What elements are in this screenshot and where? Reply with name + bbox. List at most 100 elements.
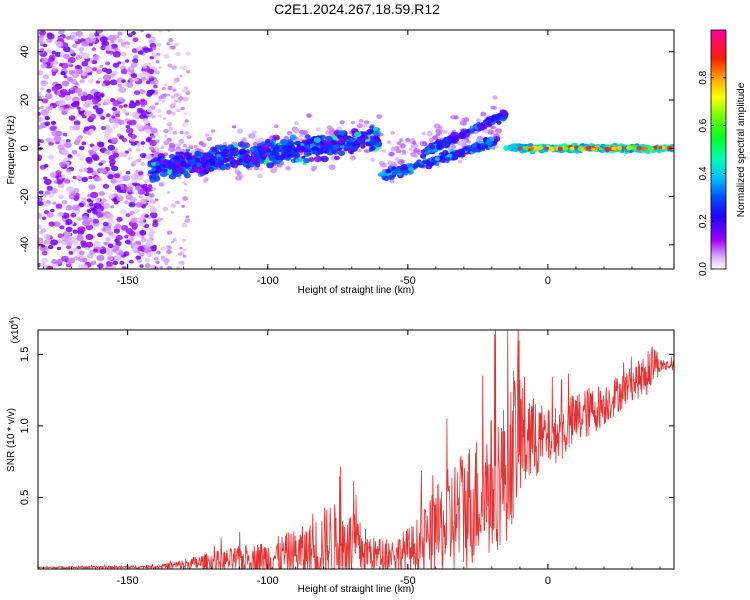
- spectrogram-dot: [465, 129, 470, 133]
- spectrogram-dot: [241, 144, 248, 150]
- spectrogram-dot: [105, 237, 111, 242]
- spectrogram-dot: [154, 70, 160, 75]
- spectrogram-dot: [162, 100, 166, 103]
- spectrogram-dot: [271, 166, 278, 172]
- spectrogram-dot: [163, 140, 170, 146]
- spectrogram-dot: [139, 230, 146, 236]
- spectrogram-dot: [113, 47, 118, 51]
- spectrogram-dot: [183, 189, 187, 192]
- spectrogram-dot: [454, 149, 460, 154]
- spectrogram-dot: [303, 157, 310, 164]
- spectrogram-dot: [64, 104, 70, 109]
- spectrogram-dot: [55, 203, 63, 209]
- spectrogram-dot: [38, 37, 44, 43]
- spectrogram-dot: [149, 205, 155, 210]
- spectrogram-dot: [477, 125, 484, 131]
- spectrogram-dot: [48, 221, 55, 227]
- spectrogram-dot: [292, 128, 300, 134]
- spectrogram-dot: [82, 91, 88, 96]
- spectrogram-dot: [178, 139, 185, 144]
- spectrogram-dot: [166, 249, 172, 255]
- spectrogram-dot: [235, 175, 243, 181]
- spectrogram-dot: [579, 146, 584, 150]
- spectrogram-dot: [494, 117, 500, 121]
- spectrogram-dot: [396, 141, 402, 146]
- spectrogram-dot: [85, 233, 94, 241]
- spectrogram-dot: [38, 225, 42, 229]
- spectrogram-dot: [159, 171, 168, 178]
- spectrogram-dot: [441, 138, 449, 144]
- spectrogram-dot: [480, 143, 485, 147]
- colorbar-label: Normalized spectral amplitude: [736, 82, 747, 217]
- spectrogram-dot: [266, 162, 274, 169]
- spectrogram-dot: [349, 151, 354, 155]
- spectrogram-dot: [75, 174, 81, 180]
- spectrogram-dot: [121, 266, 127, 269]
- spectrogram-dot: [105, 81, 110, 86]
- spectrogram-dot: [185, 91, 191, 95]
- spectrogram-dot: [175, 200, 181, 205]
- spectrogram-dot: [91, 154, 99, 160]
- spectrogram-dot: [501, 110, 508, 116]
- spectrogram-dot: [118, 86, 127, 94]
- spectrogram-dot: [85, 241, 94, 248]
- spectrogram-dot: [392, 171, 397, 176]
- snr-multiplier: (x104): [9, 317, 21, 344]
- spectrogram-dot: [301, 155, 306, 160]
- spectrogram-dots: [38, 30, 674, 269]
- spectrogram-dot: [81, 176, 89, 183]
- spectrogram-dot: [241, 137, 247, 142]
- spectrogram-dot: [151, 135, 156, 139]
- spectrogram-dot: [68, 115, 76, 121]
- colorbar-ticks: 0.0 0.2 0.4 0.6 0.8: [698, 70, 726, 276]
- spectrogram-dot: [163, 258, 170, 264]
- spectrogram-dot: [185, 146, 189, 150]
- spectrogram-dot: [319, 139, 327, 145]
- spectrogram-dot: [77, 226, 86, 233]
- spectrogram-dot: [486, 140, 493, 146]
- spectrogram-dot: [96, 103, 102, 107]
- spectrogram-dot: [81, 242, 88, 248]
- spectrogram-dot: [375, 142, 381, 147]
- spectrogram-dot: [131, 31, 137, 35]
- spectrogram-dot: [411, 141, 417, 145]
- spectrogram-dot: [328, 164, 336, 170]
- spectrogram-dot: [77, 263, 85, 269]
- spectrogram-dot: [459, 140, 466, 145]
- spectrogram-dot: [96, 69, 102, 74]
- spectrogram-dot: [494, 139, 499, 143]
- spectrogram-dot: [51, 66, 57, 71]
- spectrogram-dot: [136, 158, 142, 163]
- spectrogram-dot: [112, 100, 120, 107]
- spectrogram-dot: [582, 146, 587, 150]
- spectrogram-dot: [282, 145, 291, 152]
- spectrogram-dot: [557, 146, 564, 151]
- spectrogram-dot: [140, 141, 146, 145]
- spectrogram-dot: [364, 120, 370, 125]
- spectrogram-dot: [188, 145, 194, 150]
- spectrogram-dot: [166, 191, 171, 194]
- spectrogram-dot: [123, 43, 130, 49]
- spectrogram-dot: [570, 146, 575, 150]
- spectrogram-dot: [148, 75, 153, 79]
- spectrogram-dot: [134, 101, 141, 106]
- spectrogram-dot: [124, 59, 130, 63]
- spectrogram-dot: [259, 167, 263, 171]
- spectrogram-dot: [184, 218, 191, 223]
- spectrogram-dot: [135, 185, 142, 191]
- spectrogram-dot: [108, 117, 117, 124]
- spectrogram-dot: [163, 134, 168, 138]
- spectrogram-dot: [113, 228, 120, 234]
- spectrogram-dot: [130, 73, 138, 79]
- spectrogram-dot: [453, 115, 459, 120]
- spectrogram-dot: [88, 175, 93, 180]
- spectrogram-dot: [299, 145, 306, 151]
- spectrogram-dot: [306, 113, 312, 118]
- spectrogram-dot: [308, 157, 315, 162]
- spectrogram-dot: [311, 146, 319, 152]
- spectrogram-dot: [76, 217, 82, 221]
- spectrogram-dot: [179, 66, 185, 70]
- spectrogram-dot: [426, 130, 433, 137]
- spectrogram-dot: [40, 87, 45, 91]
- spectrogram-dot: [59, 88, 68, 96]
